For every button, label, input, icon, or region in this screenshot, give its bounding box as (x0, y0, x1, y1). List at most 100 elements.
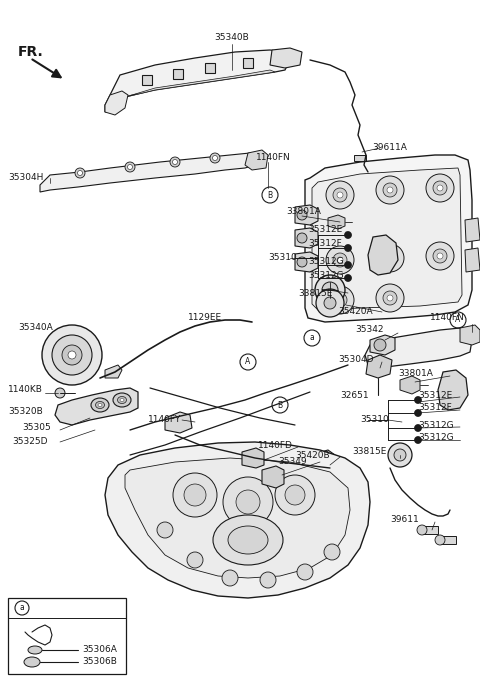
Circle shape (128, 165, 132, 170)
Polygon shape (105, 91, 128, 115)
Text: 35304D: 35304D (338, 355, 373, 364)
Circle shape (437, 185, 443, 191)
Polygon shape (165, 412, 192, 433)
Circle shape (222, 570, 238, 586)
Circle shape (387, 295, 393, 301)
Text: 35310: 35310 (360, 415, 389, 424)
Polygon shape (105, 442, 370, 598)
Circle shape (388, 443, 412, 467)
Polygon shape (465, 248, 480, 272)
Ellipse shape (113, 393, 131, 407)
Circle shape (55, 388, 65, 398)
Bar (173, 69, 183, 79)
Text: 39611A: 39611A (372, 144, 407, 153)
Polygon shape (270, 48, 302, 68)
Text: 1140FN: 1140FN (256, 153, 291, 163)
Text: 35312G: 35312G (418, 420, 454, 430)
Text: a: a (310, 334, 314, 343)
Text: 35306B: 35306B (82, 657, 117, 667)
Polygon shape (328, 215, 345, 229)
Circle shape (345, 262, 351, 268)
Circle shape (77, 170, 83, 176)
Polygon shape (465, 218, 480, 242)
Circle shape (376, 176, 404, 204)
Circle shape (437, 253, 443, 259)
Text: 32651: 32651 (340, 390, 369, 400)
Polygon shape (358, 165, 370, 171)
Circle shape (383, 183, 397, 197)
Circle shape (297, 257, 307, 267)
Polygon shape (365, 328, 472, 368)
Polygon shape (262, 466, 284, 488)
Circle shape (285, 485, 305, 505)
Circle shape (433, 249, 447, 263)
Circle shape (326, 286, 354, 314)
Text: 33815E: 33815E (298, 289, 332, 298)
Circle shape (426, 174, 454, 202)
Circle shape (52, 335, 92, 375)
Polygon shape (305, 155, 472, 322)
Circle shape (415, 424, 421, 432)
Ellipse shape (213, 515, 283, 565)
Circle shape (236, 490, 260, 514)
Circle shape (187, 552, 203, 568)
Circle shape (435, 535, 445, 545)
Polygon shape (400, 376, 420, 394)
Text: 35420B: 35420B (295, 451, 330, 460)
Ellipse shape (98, 404, 102, 407)
Circle shape (415, 396, 421, 404)
Circle shape (415, 409, 421, 417)
Ellipse shape (120, 398, 124, 402)
Text: 33815E: 33815E (352, 447, 386, 456)
Text: 35320B: 35320B (8, 407, 43, 417)
Text: 35349: 35349 (278, 458, 307, 466)
Polygon shape (40, 153, 258, 192)
Text: 39611: 39611 (390, 516, 419, 524)
Circle shape (324, 544, 340, 560)
Text: 35312F: 35312F (418, 404, 452, 413)
Polygon shape (440, 536, 456, 544)
Bar (205, 63, 215, 73)
Circle shape (324, 297, 336, 309)
Text: 35312F: 35312F (308, 240, 342, 249)
Circle shape (337, 297, 343, 303)
Polygon shape (368, 235, 398, 275)
Circle shape (433, 181, 447, 195)
Circle shape (383, 291, 397, 305)
Circle shape (345, 232, 351, 238)
Text: 35312G: 35312G (308, 270, 344, 279)
Circle shape (383, 251, 397, 265)
Polygon shape (422, 526, 438, 534)
Text: 35306A: 35306A (82, 646, 117, 654)
Circle shape (316, 289, 344, 317)
Ellipse shape (24, 657, 40, 667)
Circle shape (376, 284, 404, 312)
Polygon shape (105, 365, 122, 378)
Circle shape (184, 484, 206, 506)
Circle shape (376, 244, 404, 272)
Text: FR.: FR. (18, 45, 44, 59)
Ellipse shape (118, 396, 127, 404)
Circle shape (337, 257, 343, 263)
Polygon shape (295, 205, 318, 225)
Circle shape (417, 525, 427, 535)
Circle shape (322, 282, 338, 298)
Circle shape (275, 475, 315, 515)
Circle shape (213, 155, 217, 161)
Polygon shape (242, 448, 264, 468)
Text: 35342: 35342 (355, 326, 384, 334)
Polygon shape (245, 150, 268, 170)
Text: 35312E: 35312E (308, 225, 342, 234)
Polygon shape (460, 325, 480, 345)
Text: 35312E: 35312E (418, 390, 452, 400)
Circle shape (333, 188, 347, 202)
Text: B: B (267, 191, 273, 200)
Circle shape (337, 192, 343, 198)
Circle shape (333, 253, 347, 267)
Text: 1140FY: 1140FY (148, 415, 181, 424)
Ellipse shape (91, 398, 109, 412)
Circle shape (223, 477, 273, 527)
Text: 35340A: 35340A (18, 323, 53, 332)
Text: 35310: 35310 (268, 253, 297, 262)
Circle shape (170, 157, 180, 167)
